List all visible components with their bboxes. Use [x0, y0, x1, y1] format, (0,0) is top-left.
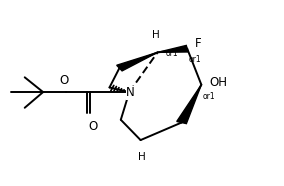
Text: or1: or1	[166, 49, 178, 58]
Text: OH: OH	[210, 76, 228, 89]
Text: O: O	[88, 120, 97, 133]
Polygon shape	[177, 85, 201, 124]
Polygon shape	[117, 52, 158, 71]
Text: N: N	[126, 86, 135, 100]
Text: H: H	[152, 30, 160, 40]
Text: or1: or1	[203, 92, 215, 101]
Text: O: O	[60, 73, 69, 86]
Polygon shape	[158, 45, 188, 52]
Text: or1: or1	[189, 55, 201, 64]
Text: F: F	[195, 37, 202, 50]
Text: H: H	[138, 152, 146, 162]
